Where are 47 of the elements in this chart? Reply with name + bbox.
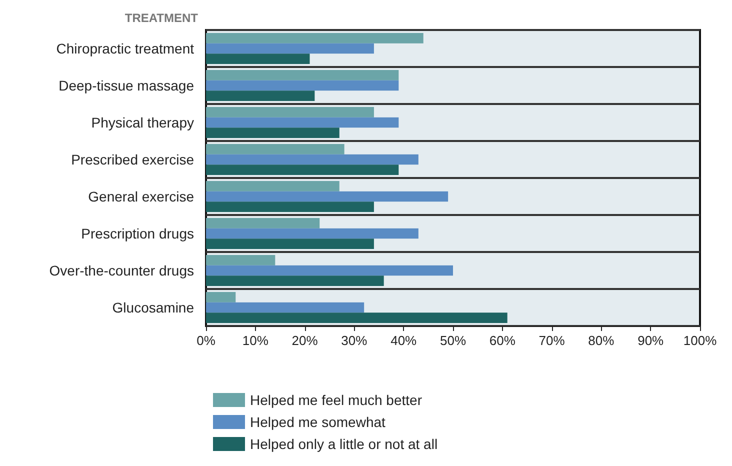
bar bbox=[206, 43, 374, 54]
bar bbox=[206, 154, 418, 165]
bar bbox=[206, 202, 374, 212]
x-tick-label: 100% bbox=[683, 333, 718, 348]
legend-label: Helped me somewhat bbox=[250, 414, 386, 430]
x-tick-label: 0% bbox=[196, 333, 216, 348]
x-tick-label: 60% bbox=[489, 333, 516, 348]
y-tick-label: General exercise bbox=[88, 188, 194, 204]
bar bbox=[206, 90, 315, 102]
bar bbox=[206, 254, 276, 266]
bar bbox=[206, 32, 424, 44]
bar bbox=[206, 54, 310, 64]
bar bbox=[206, 218, 320, 228]
x-tick-label: 20% bbox=[292, 333, 318, 348]
bar bbox=[206, 302, 364, 313]
bar bbox=[206, 228, 418, 239]
bar bbox=[206, 292, 236, 302]
bar bbox=[206, 238, 374, 250]
bar bbox=[206, 276, 384, 286]
x-tick-label: 40% bbox=[390, 333, 418, 348]
bar bbox=[206, 191, 448, 202]
y-tick-label: Chiropractic treatment bbox=[56, 40, 194, 56]
y-tick-label: Prescribed exercise bbox=[71, 152, 194, 168]
bar bbox=[206, 70, 399, 80]
y-tick-label: Physical therapy bbox=[91, 114, 194, 130]
legend-label: Helped me feel much better bbox=[250, 392, 422, 408]
bar bbox=[206, 106, 374, 118]
x-tick-label: 70% bbox=[538, 333, 566, 348]
y-tick-label: Over-the-counter drugs bbox=[49, 262, 194, 278]
y-tick-label: Prescription drugs bbox=[81, 226, 194, 242]
bar bbox=[206, 164, 399, 176]
bar bbox=[206, 144, 344, 154]
legend-label: Helped only a little or not at all bbox=[250, 436, 438, 452]
y-axis-title: TREATMENT bbox=[124, 11, 199, 25]
x-tick-label: 10% bbox=[242, 333, 269, 348]
y-tick-label: Glucosamine bbox=[112, 300, 194, 316]
x-tick-label: 90% bbox=[638, 333, 664, 348]
bar bbox=[206, 80, 399, 91]
x-tick-label: 50% bbox=[440, 333, 466, 348]
x-tick-label: 30% bbox=[341, 333, 368, 348]
bar bbox=[206, 128, 340, 138]
y-tick-label: Deep-tissue massage bbox=[58, 78, 194, 94]
x-tick-label: 80% bbox=[588, 333, 615, 348]
bar bbox=[206, 180, 340, 192]
bar bbox=[206, 312, 508, 324]
bar bbox=[206, 117, 399, 128]
bar bbox=[206, 265, 453, 276]
